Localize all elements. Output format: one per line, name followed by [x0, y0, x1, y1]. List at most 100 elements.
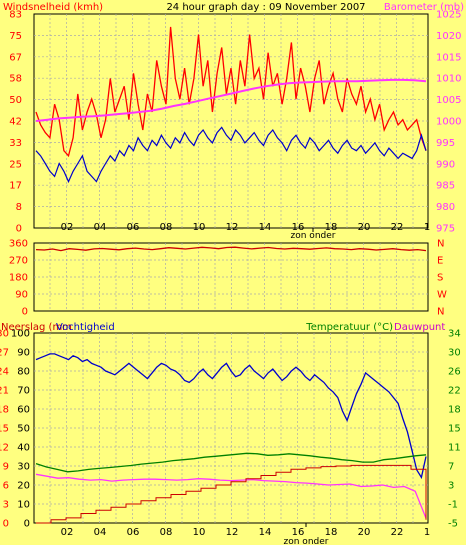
- x-tick-label: 1: [424, 527, 430, 538]
- barometer-axis-label: Barometer (mb): [384, 2, 464, 13]
- gust-line: [35, 126, 427, 184]
- wind-axis-label: Windsnelheid (kmh): [3, 2, 103, 13]
- wind-tick-label: 42: [9, 117, 22, 128]
- wind-tick-label: 33: [9, 138, 22, 149]
- barometer-tick-label: 995: [436, 138, 455, 149]
- barometer-tick-label: 1015: [436, 52, 461, 63]
- x-tick-label: 12: [226, 527, 239, 538]
- compass-label: S: [437, 273, 443, 284]
- dewpoint-axis-label: Dauwpunt: [394, 322, 445, 333]
- temperature-tick-label: 26: [448, 367, 461, 378]
- direction-tick-label: 90: [15, 290, 28, 301]
- sunset-marker-label: zon onder: [291, 231, 336, 241]
- temperature-tick-label: 30: [448, 348, 461, 359]
- barometer-tick-label: 1000: [436, 117, 461, 128]
- humidity-tick-label: 20: [17, 481, 30, 492]
- x-tick-label: 14: [259, 222, 272, 233]
- humidity-tick-label: 30: [17, 462, 30, 473]
- temperature-tick-label: 11: [448, 443, 461, 454]
- rain-tick-label: 12: [0, 443, 9, 454]
- x-tick-label: 10: [193, 527, 206, 538]
- rain-tick-label: 6: [3, 481, 9, 492]
- x-tick-label: 12: [226, 222, 239, 233]
- humidity-tick-label: 90: [17, 348, 30, 359]
- compass-label: W: [437, 290, 447, 301]
- temperature-axis-label: Temperatuur (°C): [305, 322, 393, 333]
- wind-tick-label: 17: [9, 181, 22, 192]
- compass-label: N: [437, 307, 444, 318]
- dewpoint-line: [35, 473, 427, 519]
- x-tick-label: 16: [292, 527, 305, 538]
- humidity-axis-label: Vochtigheid: [56, 322, 115, 333]
- rain-tick-label: 18: [0, 405, 9, 416]
- rain-tick-label: 3: [3, 500, 9, 511]
- temperature-tick-label: 15: [448, 424, 461, 435]
- humidity-tick-label: 80: [17, 367, 30, 378]
- temperature-tick-label: 3: [448, 481, 454, 492]
- barometer-tick-label: 975: [436, 224, 455, 235]
- direction-tick-label: 0: [22, 307, 28, 318]
- humidity-tick-label: 100: [11, 329, 30, 340]
- x-tick-label: 10: [193, 222, 206, 233]
- rain-tick-label: 24: [0, 367, 9, 378]
- rain-tick-label: 9: [3, 462, 9, 473]
- x-tick-label: 22: [391, 222, 404, 233]
- compass-label: N: [437, 239, 444, 250]
- wind-speed-line: [35, 26, 427, 158]
- wind-tick-label: 58: [9, 74, 22, 85]
- temperature-line: [35, 452, 427, 473]
- humidity-line: [35, 353, 427, 480]
- temperature-tick-label: 18: [448, 405, 461, 416]
- x-tick-label: 14: [259, 527, 272, 538]
- wind-tick-label: 25: [9, 159, 22, 170]
- x-tick-label: 04: [94, 222, 107, 233]
- temperature-tick-label: 7: [448, 462, 454, 473]
- x-tick-label: 20: [358, 527, 371, 538]
- x-tick-label: 22: [391, 527, 404, 538]
- humidity-tick-label: 10: [17, 500, 30, 511]
- barometer-tick-label: 990: [436, 159, 455, 170]
- barometer-tick-label: 985: [436, 181, 455, 192]
- rain-tick-label: 27: [0, 348, 9, 359]
- temperature-tick-label: 34: [448, 329, 461, 340]
- x-tick-label: 08: [160, 527, 173, 538]
- direction-tick-label: 180: [9, 273, 28, 284]
- barometer-tick-label: 980: [436, 202, 455, 213]
- x-tick-label: 18: [325, 527, 338, 538]
- x-tick-label: 06: [127, 527, 140, 538]
- direction-tick-label: 360: [9, 239, 28, 250]
- rain-axis-label: Neerslag (mm: [1, 322, 72, 333]
- barometer-tick-label: 1025: [436, 10, 461, 21]
- humidity-tick-label: 40: [17, 443, 30, 454]
- rain-line: [36, 464, 427, 524]
- barometer-tick-label: 1005: [436, 95, 461, 106]
- wind-tick-label: 83: [9, 10, 22, 21]
- wind-tick-label: 50: [9, 95, 22, 106]
- wind-tick-label: 75: [9, 31, 22, 42]
- wind-tick-label: 8: [16, 202, 22, 213]
- barometer-tick-label: 1020: [436, 31, 461, 42]
- wind-tick-label: 0: [16, 224, 22, 235]
- x-tick-label: 02: [61, 222, 74, 233]
- x-tick-label: 1: [424, 222, 430, 233]
- rain-tick-label: 15: [0, 424, 9, 435]
- x-tick-label: 08: [160, 222, 173, 233]
- barometer-line: [35, 78, 427, 122]
- sunset-marker-label: zon onder: [284, 537, 329, 545]
- temperature-tick-label: 22: [448, 386, 461, 397]
- rain-tick-label: 30: [0, 329, 9, 340]
- x-tick-label: 16: [292, 222, 305, 233]
- x-tick-label: 04: [94, 527, 107, 538]
- humidity-tick-label: 0: [24, 519, 30, 530]
- humidity-tick-label: 60: [17, 405, 30, 416]
- wind-direction-line: [35, 246, 427, 252]
- wind-tick-label: 67: [9, 52, 22, 63]
- x-tick-label: 06: [127, 222, 140, 233]
- compass-label: E: [437, 256, 443, 267]
- barometer-tick-label: 1010: [436, 74, 461, 85]
- temperature-tick-label: -5: [448, 519, 458, 530]
- rain-tick-label: 21: [0, 386, 9, 397]
- x-tick-label: 20: [358, 222, 371, 233]
